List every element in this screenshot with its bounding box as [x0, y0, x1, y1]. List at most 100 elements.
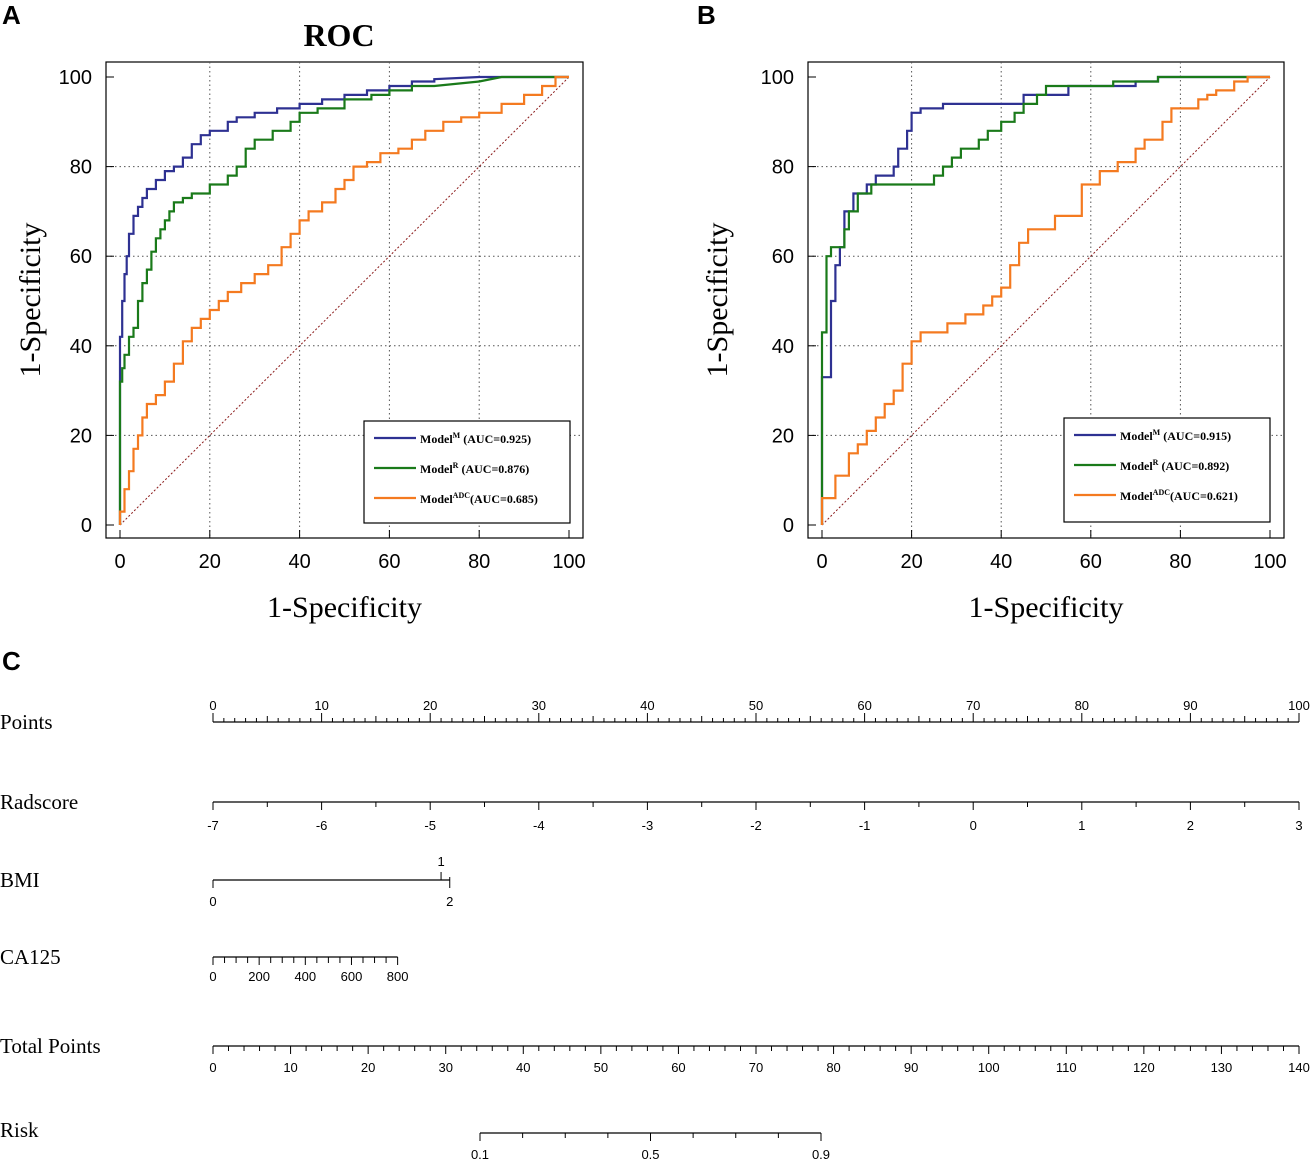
x-tick-label: 80 — [468, 551, 490, 573]
x-tick-label: 40 — [990, 551, 1012, 573]
y-tick-label: 100 — [59, 67, 92, 89]
radscore-tick-label: -7 — [207, 818, 219, 833]
x-axis-label: 1-Specificity — [267, 591, 422, 624]
roc-chart-b: 0 20 40 60 80 100 0 20 40 60 80 100 1-Specificity 1-S… — [701, 61, 1287, 624]
plot-frame — [807, 61, 1285, 539]
total-points-tick-label: 30 — [438, 1060, 452, 1075]
legend-label: ModelR (AUC=0.876) — [420, 461, 529, 476]
plot-frame — [105, 61, 584, 539]
y-tick-label: 20 — [70, 425, 92, 447]
total-points-tick-label: 90 — [904, 1060, 918, 1075]
radscore-tick-label: -2 — [750, 818, 762, 833]
y-tick-label: 0 — [783, 515, 794, 537]
radscore-tick-label: 2 — [1187, 818, 1194, 833]
radscore-tick-label: 3 — [1295, 818, 1302, 833]
total-points-tick-label: 100 — [978, 1060, 1000, 1075]
total-points-tick-label: 140 — [1288, 1060, 1310, 1075]
radscore-tick-label: -1 — [859, 818, 871, 833]
nomogram-row-label: BMI — [0, 868, 40, 892]
radscore-tick-label: -3 — [642, 818, 654, 833]
nomogram-row-label: CA125 — [0, 945, 61, 969]
bmi-tick-label: 1 — [437, 854, 444, 869]
total-points-tick-label: 0 — [209, 1060, 216, 1075]
x-tick-label: 100 — [1253, 551, 1286, 573]
points-tick-label: 30 — [532, 698, 546, 713]
x-axis-label: 1-Specificity — [969, 591, 1124, 624]
radscore-tick-label: -5 — [424, 818, 436, 833]
panel-label-b: B — [697, 0, 716, 30]
ca125-tick-label: 0 — [209, 969, 216, 984]
nomogram-row-label: Radscore — [0, 790, 78, 814]
points-tick-label: 70 — [966, 698, 980, 713]
legend-label: ModelM (AUC=0.925) — [420, 431, 531, 446]
x-tick-label: 60 — [378, 551, 400, 573]
radscore-tick-label: 1 — [1078, 818, 1085, 833]
ca125-tick-label: 200 — [248, 969, 270, 984]
y-tick-label: 40 — [772, 336, 794, 358]
x-tick-label: 80 — [1169, 551, 1191, 573]
x-tick-label: 20 — [199, 551, 221, 573]
roc-curve-adc — [820, 75, 1270, 525]
bmi-tick-label: 0 — [209, 894, 216, 909]
risk-tick-label: 0.1 — [471, 1147, 489, 1160]
nomogram-chart: Points Radscore BMI CA125 Total Points Risk 0 1… — [0, 698, 1310, 1160]
y-tick-label: 100 — [761, 67, 794, 89]
points-tick-label: 80 — [1075, 698, 1089, 713]
roc-chart-a: 0 20 40 60 80 100 0 20 40 60 80 100 ROC 1-Specificity… — [14, 17, 586, 624]
ca125-tick-label: 400 — [294, 969, 316, 984]
nomogram-row-label: Total Points — [0, 1034, 101, 1058]
chart-title: ROC — [303, 17, 374, 53]
points-tick-label: 60 — [857, 698, 871, 713]
ca125-tick-label: 600 — [341, 969, 363, 984]
total-points-tick-label: 70 — [749, 1060, 763, 1075]
x-tick-label: 100 — [552, 551, 585, 573]
reference-diagonal-line — [119, 76, 570, 526]
points-tick-label: 10 — [314, 698, 328, 713]
y-tick-label: 60 — [70, 246, 92, 268]
radscore-tick-label: -4 — [533, 818, 545, 833]
y-axis-label: 1-Specificity — [14, 223, 47, 378]
panel-label-a: A — [2, 0, 21, 30]
risk-tick-label: 0.5 — [641, 1147, 659, 1160]
points-tick-label: 40 — [640, 698, 654, 713]
roc-curve-adc — [118, 75, 569, 525]
y-axis-label: 1-Specificity — [701, 223, 734, 378]
radscore-tick-label: 0 — [970, 818, 977, 833]
total-points-tick-label: 120 — [1133, 1060, 1155, 1075]
total-points-tick-label: 130 — [1211, 1060, 1233, 1075]
roc-curve-m — [820, 75, 1270, 525]
points-tick-label: 50 — [749, 698, 763, 713]
ca125-tick-label: 800 — [387, 969, 409, 984]
x-tick-label: 20 — [900, 551, 922, 573]
legend-label: ModelADC(AUC=0.621) — [1120, 488, 1238, 503]
roc-curve-r — [118, 75, 569, 525]
radscore-tick-label: -6 — [316, 818, 328, 833]
total-points-tick-label: 10 — [283, 1060, 297, 1075]
risk-tick-label: 0.9 — [812, 1147, 830, 1160]
nomogram-row-label: Points — [0, 710, 53, 734]
bmi-tick-label: 2 — [446, 894, 453, 909]
total-points-tick-label: 50 — [594, 1060, 608, 1075]
roc-curve-m — [118, 75, 569, 525]
total-points-tick-label: 20 — [361, 1060, 375, 1075]
reference-diagonal-line — [821, 76, 1271, 526]
roc-curve-r — [820, 75, 1270, 525]
x-tick-label: 0 — [114, 551, 125, 573]
x-tick-label: 40 — [288, 551, 310, 573]
total-points-tick-label: 40 — [516, 1060, 530, 1075]
legend-label: ModelR (AUC=0.892) — [1120, 458, 1229, 473]
total-points-tick-label: 80 — [826, 1060, 840, 1075]
total-points-tick-label: 110 — [1056, 1060, 1077, 1075]
y-tick-label: 80 — [70, 157, 92, 179]
points-tick-label: 20 — [423, 698, 437, 713]
total-points-tick-label: 60 — [671, 1060, 685, 1075]
y-tick-label: 20 — [772, 425, 794, 447]
legend-label: ModelM (AUC=0.915) — [1120, 428, 1231, 443]
y-tick-label: 40 — [70, 336, 92, 358]
legend-label: ModelADC(AUC=0.685) — [420, 491, 538, 506]
y-tick-label: 80 — [772, 157, 794, 179]
y-tick-label: 0 — [81, 515, 92, 537]
y-tick-label: 60 — [772, 246, 794, 268]
points-tick-label: 100 — [1288, 698, 1310, 713]
nomogram-row-label: Risk — [0, 1118, 39, 1142]
